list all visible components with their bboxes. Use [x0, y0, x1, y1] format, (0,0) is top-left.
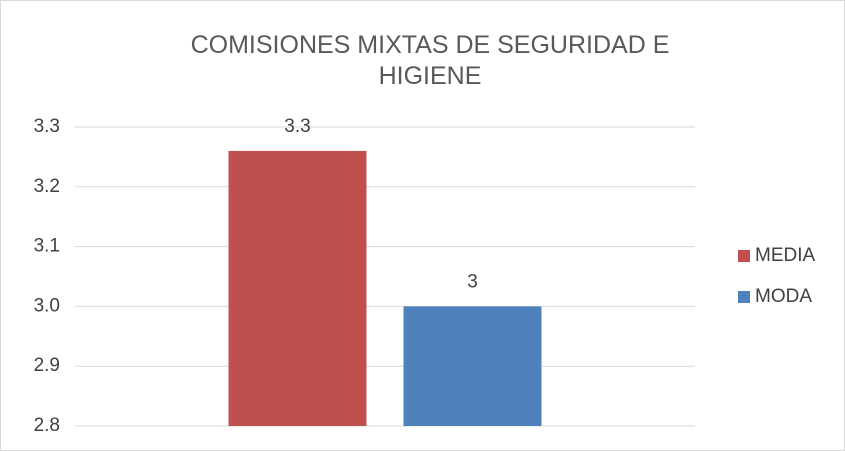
y-tick-label: 2.9 [34, 355, 60, 376]
y-tick-label: 3.3 [34, 116, 60, 137]
bar [228, 150, 367, 427]
legend-label: MODA [755, 286, 812, 307]
data-label: 3.3 [284, 116, 310, 137]
chart-title: COMISIONES MIXTAS DE SEGURIDAD E HIGIENE [190, 31, 670, 90]
y-tick-label: 3.2 [34, 176, 60, 197]
legend-swatch [738, 291, 750, 303]
legend-label: MEDIA [755, 245, 816, 266]
y-tick-label: 3.1 [34, 236, 60, 257]
data-label: 3 [467, 271, 478, 292]
bar [403, 306, 542, 426]
y-tick-label: 3.0 [34, 295, 60, 316]
legend-swatch [738, 250, 750, 262]
y-tick-label: 2.8 [34, 415, 60, 436]
